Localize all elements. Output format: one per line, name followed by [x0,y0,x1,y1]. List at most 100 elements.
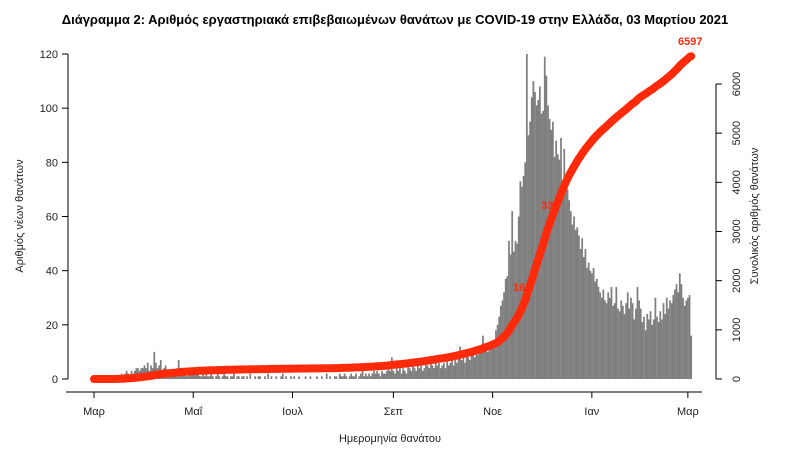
bar [456,362,458,379]
bar [181,373,183,379]
bar [340,376,343,379]
x-tick-label: Ιουλ [282,406,303,418]
bar [677,292,680,379]
bar [605,303,608,379]
bar [449,362,452,379]
bar [366,376,369,379]
bar [678,273,681,379]
bar [395,368,398,379]
bar [285,376,287,379]
bar [185,376,188,379]
bar [508,240,510,379]
y-tick-label-right: 6000 [731,72,743,96]
bar [534,91,536,380]
bar [373,370,375,379]
bar [400,373,403,379]
bar [192,373,195,379]
annotation-3324: 332 [541,200,559,212]
bar [621,305,624,379]
y-tick-label-right: 2000 [731,268,743,292]
bar [615,286,618,379]
bar [335,376,338,379]
bar [415,370,418,379]
bar [634,308,637,379]
bar [439,368,442,379]
bar [591,273,593,379]
bar [467,357,470,379]
bar [221,376,224,379]
bar [355,373,357,379]
bar [488,343,491,379]
bar [469,360,471,379]
bar [495,330,497,379]
bar [381,370,383,379]
bar [197,373,200,379]
bar [644,330,647,379]
bar [665,297,668,379]
bar [207,376,209,379]
bar [626,292,629,379]
bar [475,349,478,379]
bar [242,376,245,379]
x-tick-label: Μαρ [677,406,699,418]
bar [633,319,636,379]
bar [223,373,226,379]
bar [496,324,499,379]
bar [281,373,284,379]
bar [657,322,660,379]
bar [377,373,380,379]
bar [519,181,522,379]
y-tick-label-left: 20 [46,320,58,332]
bar [527,135,530,379]
bar [304,376,307,379]
bar [421,370,424,379]
y-axis-title-right: Συνολικός αριθμός θανάτων [749,147,761,284]
bar [543,56,546,379]
bar [451,357,453,379]
bar [636,286,639,379]
chart-title: Διάγραμμα 2: Αριθμός εργαστηριακά επιβεβ… [62,12,729,27]
bar [379,376,382,379]
bar [361,370,364,379]
bar [547,105,549,379]
bar [457,354,460,379]
bar [638,300,640,379]
bar [509,254,512,379]
bar [402,368,405,379]
bar [195,370,198,379]
bar [483,349,486,379]
bar [364,373,367,379]
bar [143,365,146,379]
bar [612,305,614,379]
bar [649,311,652,379]
bar [216,373,219,379]
bar [376,370,379,379]
bar [594,281,597,379]
bar [584,249,587,379]
bar [452,365,455,379]
bar [434,357,437,379]
bar [620,300,623,379]
bar [558,159,561,379]
bar [530,97,533,379]
bar [574,230,577,379]
bar [146,362,149,379]
bar [249,373,252,379]
bar [625,303,627,379]
bar [550,129,553,379]
bar [521,186,523,379]
cumulative-line [90,52,696,383]
bar [369,376,372,379]
bar [470,354,473,379]
bar [210,373,213,379]
bar [418,368,421,379]
bar [202,373,204,379]
bar [410,370,413,379]
annotation-total: 6597 [678,36,702,48]
bar [685,300,688,379]
bar [529,121,531,379]
bar [576,227,579,379]
bar [473,357,476,379]
bar [394,373,396,379]
bar [639,308,642,379]
